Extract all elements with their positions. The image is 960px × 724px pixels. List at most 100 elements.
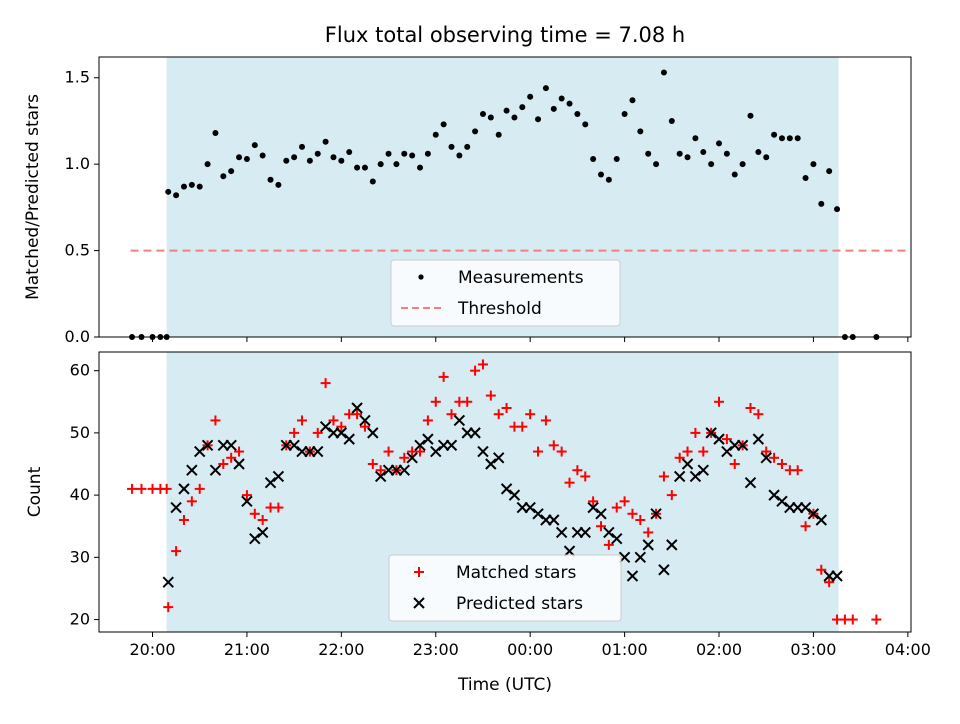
matched-star-point: [564, 477, 575, 488]
measurement-point: [684, 154, 691, 161]
legend-plus-glyph: [414, 567, 424, 577]
x-tick-label: 23:00: [413, 640, 459, 659]
legend-marker-matched: [414, 567, 424, 577]
matched-star-point: [682, 446, 693, 457]
measurement-point: [456, 152, 463, 159]
matched-star-point: [619, 496, 630, 507]
matched-star-point: [525, 409, 536, 420]
measurement-point: [700, 149, 707, 156]
matched-star-point: [745, 403, 756, 413]
predicted-star-point: [186, 464, 198, 476]
x-tick-label: 00:00: [507, 640, 553, 659]
matched-star-point: [194, 483, 205, 494]
matched-star-point: [753, 409, 764, 420]
y-tick-label: 40: [70, 485, 90, 504]
y-tick-label: 1.5: [65, 68, 90, 87]
measurement-point: [542, 85, 549, 92]
measurement-point: [385, 150, 392, 157]
measurement-point: [393, 161, 400, 168]
y-tick-label: 20: [70, 610, 90, 629]
measurement-point: [794, 135, 801, 142]
matched-star-point: [477, 359, 488, 370]
measurement-point: [377, 161, 384, 168]
legend: Measurements Threshold: [390, 259, 621, 327]
predicted-star-point: [697, 464, 709, 476]
matched-star-point: [635, 515, 646, 525]
measurement-point: [558, 95, 565, 102]
matched-star-point: [210, 415, 221, 426]
matched-star-point: [572, 465, 583, 476]
matched-star-point: [769, 452, 780, 463]
legend-label-measurements: Measurements: [458, 268, 584, 288]
measurement-point: [188, 181, 195, 188]
matched-star-point: [289, 427, 300, 438]
matched-star-point: [792, 465, 803, 476]
matched-star-point: [674, 452, 685, 463]
measurement-point: [716, 140, 723, 147]
predicted-star-point: [595, 508, 607, 520]
y-tick-label: 60: [70, 361, 90, 380]
predicted-star-point: [555, 526, 568, 539]
matched-star-point: [297, 415, 307, 426]
matched-star-point: [415, 446, 426, 457]
predicted-star-point: [430, 445, 442, 458]
measurement-point: [464, 143, 471, 150]
matched-star-point: [540, 415, 551, 426]
predicted-star-point: [351, 402, 363, 414]
measurement-point: [472, 128, 479, 135]
y-axis-label: Matched/Predicted stars: [23, 94, 43, 300]
predicted-star-point: [209, 464, 222, 476]
matched-star-point: [485, 390, 496, 401]
predicted-star-point: [249, 532, 261, 545]
x-tick-label: 20:00: [129, 640, 175, 659]
legend: Matched stars Predicted stars: [388, 554, 622, 622]
matched-star-point: [328, 415, 339, 426]
measurement-point: [165, 188, 172, 195]
measurement-point: [802, 174, 809, 181]
predicted-star-point: [807, 508, 820, 520]
matched-star-point: [816, 564, 827, 575]
matched-star-point: [761, 446, 772, 457]
matched-star-point: [257, 515, 268, 525]
predicted-star-point: [312, 445, 324, 458]
measurement-point: [629, 97, 636, 104]
measurement-point: [723, 150, 730, 157]
predicted-star-point: [319, 420, 332, 433]
measurement-point: [267, 176, 274, 183]
predicted-star-point: [532, 508, 544, 520]
matched-star-point: [161, 483, 172, 494]
measurement-point: [739, 161, 746, 168]
predicted-star-point: [721, 445, 733, 458]
matched-star-point: [249, 508, 260, 519]
predicted-star-point: [634, 551, 647, 564]
predicted-star-point: [256, 526, 269, 539]
matched-star-point: [462, 396, 473, 407]
predicted-star-point: [500, 483, 513, 495]
measurement-point: [708, 161, 715, 168]
x-tick-label: 21:00: [224, 640, 270, 659]
predicted-star-point: [776, 495, 788, 508]
predicted-star-point: [658, 564, 670, 576]
y-tick-label: 0.0: [65, 327, 90, 346]
matched-star-point: [446, 409, 457, 420]
matched-star-point: [517, 421, 528, 432]
matched-star-point: [430, 396, 441, 407]
measurement-point: [251, 142, 258, 149]
matched-star-point: [312, 427, 323, 438]
measurement-point: [204, 161, 211, 168]
predicted-star-point: [241, 495, 253, 508]
matched-star-point: [399, 452, 410, 463]
chart-title: Flux total observing time = 7.08 h: [325, 23, 685, 47]
legend-marker-predicted: [413, 597, 425, 609]
measurement-point: [527, 93, 534, 100]
predicted-star-point: [736, 439, 749, 452]
matched-star-point: [533, 446, 544, 457]
measurement-point: [228, 168, 235, 175]
measurement-point: [299, 143, 305, 150]
measurement-point: [236, 154, 243, 161]
measurement-point: [566, 100, 573, 107]
measurement-point: [763, 154, 770, 161]
predicted-star-point: [367, 427, 379, 439]
matched-star-point: [359, 421, 370, 432]
measurement-point: [322, 138, 329, 145]
